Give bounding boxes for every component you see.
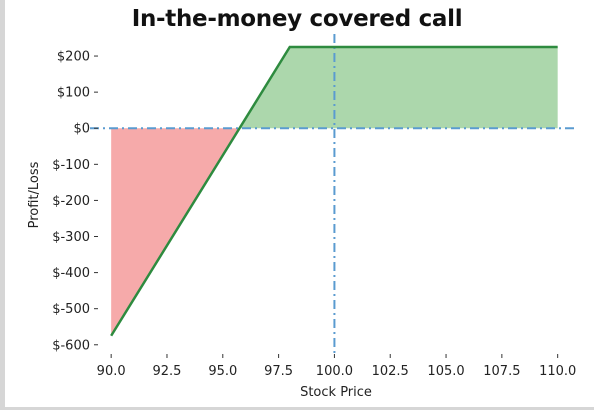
y-tick-label: $100 — [57, 86, 90, 101]
x-tick-label: 107.5 — [483, 364, 520, 379]
y-tick-label: $-500 — [52, 302, 90, 317]
y-tick-label: $200 — [57, 50, 90, 65]
y-tick-label: $0 — [73, 122, 90, 137]
x-tick-label: 97.5 — [264, 364, 293, 379]
x-tick-label: 90.0 — [97, 364, 126, 379]
x-axis-label: Stock Price — [300, 385, 372, 400]
x-tick-label: 95.0 — [208, 364, 237, 379]
y-tick-label: $-300 — [52, 230, 90, 245]
payoff-line — [110, 45, 558, 337]
x-tick-label: 110.0 — [539, 364, 576, 379]
x-tick-label: 102.5 — [372, 364, 409, 379]
x-tick-label: 92.5 — [153, 364, 182, 379]
profit-area — [239, 47, 558, 129]
x-tick-label: 105.0 — [427, 364, 464, 379]
y-axis-label: Profit/Loss — [27, 161, 42, 228]
y-tick-label: $-200 — [52, 194, 90, 209]
x-tick-label: 100.0 — [316, 364, 353, 379]
y-tick-label: $-100 — [52, 158, 90, 173]
y-tick-label: $-400 — [52, 266, 90, 281]
chart-title: In-the-money covered call — [131, 6, 463, 32]
y-tick-label: $-600 — [52, 338, 90, 353]
